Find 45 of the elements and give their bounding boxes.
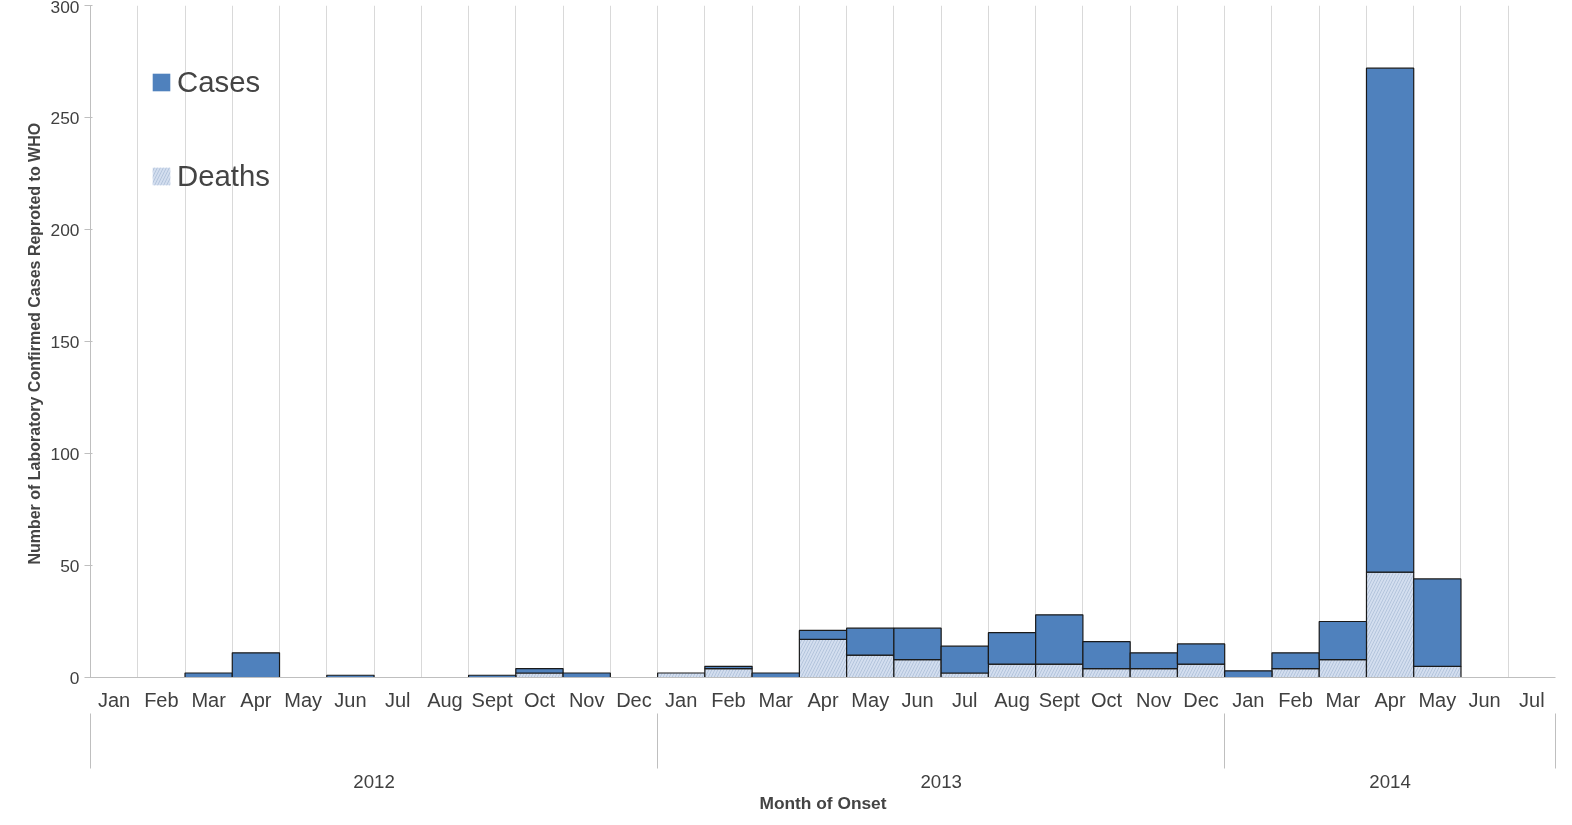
x-tick-label: Apr xyxy=(807,688,839,711)
x-tick-label: Feb xyxy=(711,688,746,711)
y-tick-label: 250 xyxy=(50,107,80,128)
x-tick-label: Nov xyxy=(568,688,605,711)
y-tick-label: 300 xyxy=(50,0,80,17)
x-tick-label: Mar xyxy=(1325,688,1361,711)
x-tick-label: Apr xyxy=(240,688,272,711)
text: 2014 xyxy=(1369,770,1411,792)
y-tick-label: 150 xyxy=(50,331,80,352)
x-tick-label: Sept xyxy=(1038,688,1081,711)
x-tick-label: Oct xyxy=(523,688,556,711)
x-tick-label: Jul xyxy=(1519,688,1545,711)
x-tick-label: Aug xyxy=(994,688,1030,711)
x-tick-label: Feb xyxy=(144,688,179,711)
x-tick-label: May xyxy=(851,688,890,711)
x-tick-label: Aug xyxy=(427,688,463,711)
x-tick-label: Jul xyxy=(951,688,978,711)
x-tick-label: Jan xyxy=(98,688,131,711)
y-tick-label: 50 xyxy=(60,555,80,576)
x-tick-label: Jul xyxy=(384,688,411,711)
x-tick-label: Jun xyxy=(334,688,367,711)
x-tick-label: Oct xyxy=(1090,688,1123,711)
x-tick-label: Sept xyxy=(471,688,514,711)
x-tick-label: Feb xyxy=(1278,688,1313,711)
x-tick-label: Apr xyxy=(1374,688,1406,711)
x-tick-label: Mar xyxy=(758,688,794,711)
x-tick-label: Dec xyxy=(1183,688,1219,711)
text: 2012 xyxy=(353,770,395,792)
legend-label: Cases xyxy=(177,65,261,99)
x-tick-label: Jan xyxy=(1232,688,1265,711)
y-tick-label: 100 xyxy=(50,443,80,464)
text: 2013 xyxy=(920,770,962,792)
x-tick-label: Jun xyxy=(1468,688,1501,711)
x-tick-label: May xyxy=(1418,688,1457,711)
y-axis-title: Number of Laboratory Confirmed Cases Reproted to WHO xyxy=(25,122,43,565)
x-axis-title: Month of Onset xyxy=(759,792,887,813)
x-tick-label: Jun xyxy=(901,688,934,711)
x-tick-label: Mar xyxy=(191,688,227,711)
y-tick-label: 0 xyxy=(69,667,80,688)
y-tick-label: 200 xyxy=(50,219,80,240)
x-tick-label: Jan xyxy=(665,688,698,711)
x-tick-label: May xyxy=(284,688,323,711)
legend-label: Deaths xyxy=(177,159,270,193)
x-tick-label: Nov xyxy=(1136,688,1172,711)
x-tick-label: Dec xyxy=(616,688,652,711)
